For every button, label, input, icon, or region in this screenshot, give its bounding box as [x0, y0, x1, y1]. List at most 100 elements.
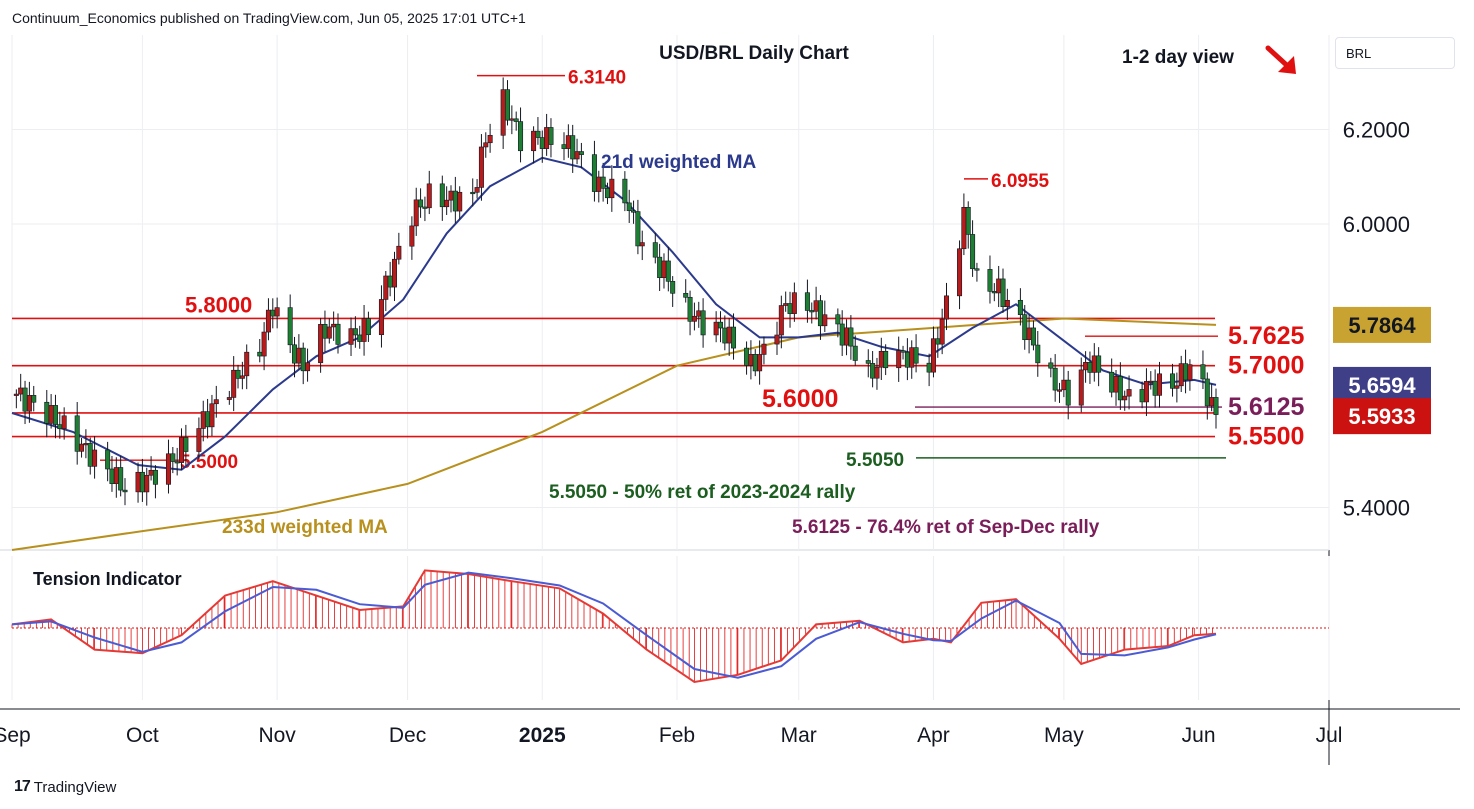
candle-body: [483, 142, 489, 148]
candle-body: [31, 395, 37, 403]
candle-body: [744, 347, 750, 366]
candle-body: [422, 206, 428, 209]
candle-body: [331, 323, 337, 328]
x-tick-label: May: [1044, 724, 1084, 747]
symbol-box[interactable]: BRL: [1335, 37, 1455, 69]
candle-body: [1017, 299, 1023, 315]
candle-body: [257, 351, 263, 357]
candle-body: [870, 363, 876, 379]
candle-body: [609, 178, 615, 199]
candle-body: [231, 369, 237, 398]
candle-body: [383, 275, 389, 300]
candle-body: [878, 350, 884, 368]
candle-body: [1052, 367, 1058, 391]
candle-body: [1096, 355, 1102, 373]
price-badge: [1333, 306, 1431, 343]
candle-body: [1170, 373, 1176, 389]
candle-body: [722, 327, 728, 344]
candle-body: [874, 366, 880, 379]
candle-body: [1122, 395, 1128, 401]
candle-body: [79, 443, 85, 452]
candle-body: [661, 260, 667, 279]
candle-body: [1139, 389, 1145, 403]
candle-body: [22, 387, 28, 412]
candle-body: [478, 146, 484, 188]
candle-body: [1004, 299, 1010, 307]
candle-body: [518, 121, 524, 152]
candle-body: [205, 411, 211, 428]
tension-line-red: [11, 569, 1217, 684]
candle-body: [48, 405, 54, 424]
candle-body: [974, 268, 980, 271]
candle-body: [752, 354, 758, 372]
publisher-line: Continuum_Economics published on Trading…: [12, 10, 526, 26]
candle-body: [1113, 376, 1119, 393]
arrow-down-right-icon-head: [1278, 56, 1296, 74]
candle-body: [213, 399, 219, 405]
candle-body: [139, 471, 145, 493]
candle-body: [196, 428, 202, 452]
candle-body: [657, 256, 663, 279]
x-tick-label: Sep: [0, 724, 31, 747]
candle-body: [987, 269, 993, 292]
candle-body: [1026, 327, 1032, 340]
candle-body: [1000, 278, 1006, 307]
level-label: 5.7000: [1228, 352, 1304, 380]
candle-body: [965, 207, 971, 235]
candle-body: [470, 191, 476, 195]
candle-body: [574, 151, 580, 160]
candle-body: [713, 321, 719, 336]
level-label: 5.5050: [846, 450, 904, 471]
candle-body: [318, 324, 324, 364]
candle-body: [61, 415, 67, 430]
candle-body: [1143, 381, 1149, 403]
candle-body: [844, 327, 850, 346]
chart-title: USD/BRL Daily Chart: [659, 43, 849, 64]
candle-body: [513, 118, 519, 122]
candle-body: [74, 415, 80, 452]
candle-body: [300, 347, 306, 372]
candle-body: [622, 178, 628, 204]
candle-body: [717, 321, 723, 329]
candle-body: [548, 127, 554, 145]
candle-body: [970, 234, 976, 270]
candle-body: [635, 211, 641, 247]
candle-body: [639, 242, 645, 247]
candle-body: [731, 326, 737, 349]
candle-body: [209, 403, 215, 428]
candle-body: [683, 292, 689, 298]
candle-body: [696, 310, 702, 317]
candle-body: [87, 443, 93, 467]
candle-body: [474, 187, 480, 193]
candle-body: [996, 278, 1002, 294]
candle-body: [909, 347, 915, 368]
tradingview-branding[interactable]: 17 TradingView: [14, 778, 116, 796]
candle-body: [57, 424, 63, 430]
candle-body: [396, 245, 402, 260]
candle-body: [1030, 327, 1036, 346]
candle-body: [457, 191, 463, 212]
candle-body: [452, 190, 458, 212]
candle-body: [44, 401, 50, 424]
candle-body: [665, 260, 671, 282]
x-tick-label: Mar: [781, 724, 817, 747]
x-tick-label: 2025: [519, 724, 566, 747]
candle-body: [991, 291, 997, 294]
candle-body: [865, 360, 871, 364]
candle-body: [105, 449, 111, 470]
candle-body: [148, 469, 154, 476]
level-label: 5.5500: [1228, 423, 1304, 451]
candle-body: [18, 387, 24, 395]
candle-body: [822, 314, 828, 327]
candle-body: [1178, 363, 1184, 387]
candle-body: [726, 326, 732, 344]
candle-body: [939, 318, 945, 345]
candle-body: [544, 127, 550, 149]
candle-body: [539, 137, 545, 149]
y-tick-label: 6.2000: [1343, 117, 1410, 142]
candle-body: [935, 338, 941, 345]
tension-line-blue: [11, 571, 1217, 679]
candle-body: [783, 303, 789, 306]
level-label: 5.6000: [762, 385, 838, 413]
